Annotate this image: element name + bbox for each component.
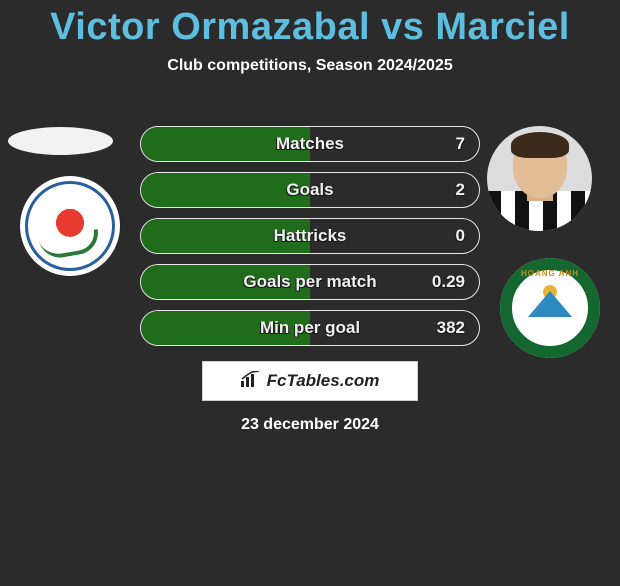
stat-label: Min per goal xyxy=(260,318,360,338)
footer-date: 23 december 2024 xyxy=(0,416,620,434)
subtitle: Club competitions, Season 2024/2025 xyxy=(0,57,620,75)
stats-container: Matches 7 Goals 2 Hattricks 0 Goals per … xyxy=(140,126,480,356)
stat-value: 0 xyxy=(456,226,465,246)
stat-value: 7 xyxy=(456,134,465,154)
brand-label: FcTables.com xyxy=(267,371,380,391)
player-left-avatar xyxy=(8,127,113,155)
stat-row-matches: Matches 7 xyxy=(140,126,480,162)
stat-value: 382 xyxy=(437,318,465,338)
stat-row-goals: Goals 2 xyxy=(140,172,480,208)
stat-row-hattricks: Hattricks 0 xyxy=(140,218,480,254)
stat-label: Goals xyxy=(286,180,333,200)
player-right-club-badge: HOANG ANH xyxy=(500,258,600,358)
brand-badge[interactable]: FcTables.com xyxy=(202,361,418,401)
player-left-club-badge xyxy=(20,176,120,276)
stat-label: Hattricks xyxy=(274,226,347,246)
stat-value: 2 xyxy=(456,180,465,200)
player-right-avatar xyxy=(487,126,592,231)
stat-row-goals-per-match: Goals per match 0.29 xyxy=(140,264,480,300)
chart-icon xyxy=(241,371,261,392)
stat-row-min-per-goal: Min per goal 382 xyxy=(140,310,480,346)
stat-value: 0.29 xyxy=(432,272,465,292)
stat-fill xyxy=(141,173,310,207)
page-title: Victor Ormazabal vs Marciel xyxy=(0,6,620,49)
stat-label: Goals per match xyxy=(243,272,376,292)
stat-label: Matches xyxy=(276,134,344,154)
